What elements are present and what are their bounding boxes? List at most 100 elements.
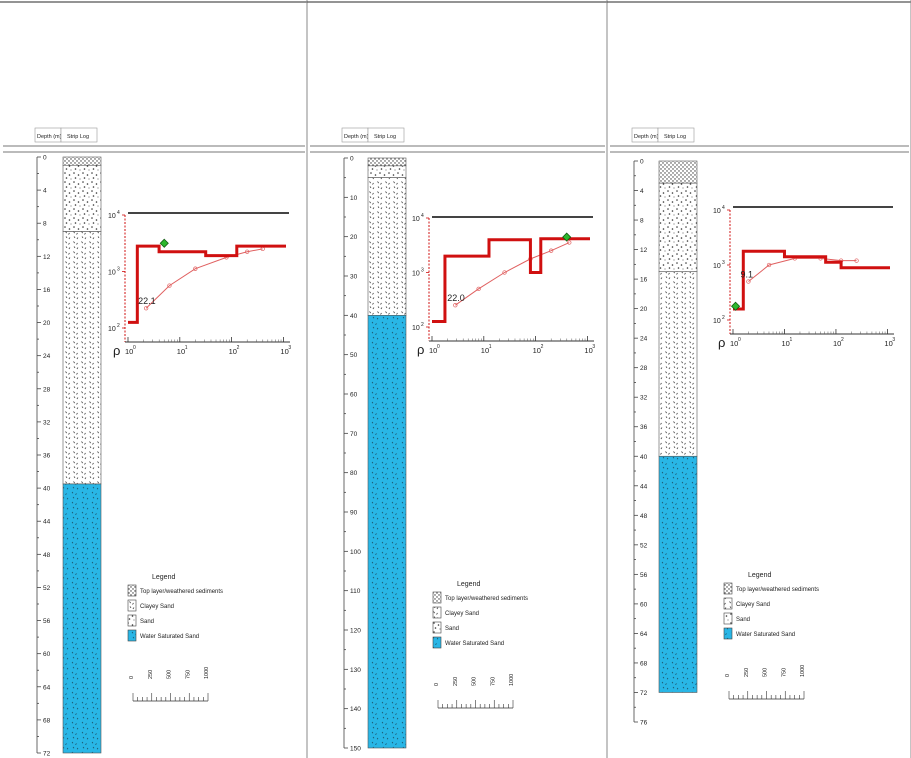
depth-tick-label: 60 — [43, 651, 51, 658]
sounding-inset: 10 0 10 1 10 2 10 310 410 310 2ρ9.1 — [713, 205, 895, 350]
fit-error-label: 9.1 — [740, 270, 753, 280]
depth-tick-label: 48 — [640, 513, 648, 520]
depth-tick-label: 40 — [43, 486, 51, 493]
depth-tick-label: 28 — [640, 365, 648, 372]
depth-tick-label: 36 — [640, 424, 648, 431]
inset-x-tick-exponent: 0 — [437, 344, 440, 350]
inset-x-tick-exponent: 3 — [592, 344, 595, 350]
inset-y-tick-label: 10 — [412, 325, 420, 332]
fit-error-label: 22.1 — [138, 296, 156, 306]
depth-tick-label: 10 — [350, 195, 358, 202]
inset-x-tick-exponent: 0 — [738, 337, 741, 343]
legend: Legend Top layer/weathered sediments Claye… — [432, 581, 528, 709]
depth-tick-label: 24 — [43, 353, 51, 360]
inset-y-tick-exponent: 4 — [722, 205, 725, 211]
inset-x-tick-exponent: 1 — [185, 345, 188, 351]
depth-tick-label: 150 — [350, 746, 361, 753]
depth-tick-label: 16 — [43, 287, 51, 294]
inset-x-tick-label: 10 — [584, 346, 592, 355]
scale-tick-label: 0 — [129, 676, 135, 679]
model-step-line — [432, 237, 590, 324]
depth-tick-label: 20 — [350, 234, 358, 241]
scale-tick-label: 1000 — [204, 667, 210, 679]
inset-x-tick-label: 10 — [125, 347, 133, 356]
observed-point — [193, 266, 198, 271]
depth-tick-label: 4 — [640, 188, 644, 195]
legend-swatch-sand — [432, 621, 442, 634]
legend-item-label: Top layer/weathered sediments — [736, 587, 819, 593]
legend-item-label: Top layer/weathered sediments — [140, 589, 223, 595]
scale-tick-label: 750 — [185, 670, 191, 679]
legend: Legend Top layer/weathered sediments Claye… — [723, 572, 819, 700]
scale-tick-label: 250 — [744, 668, 750, 677]
depth-tick-label: 52 — [43, 585, 51, 592]
fit-marker — [159, 238, 169, 248]
depth-tick-label: 110 — [350, 588, 361, 595]
inset-y-tick-label: 10 — [412, 271, 420, 278]
depth-tick-label: 56 — [640, 572, 648, 579]
inset-y-tick-exponent: 2 — [117, 323, 120, 329]
strip-log-layer-top — [367, 157, 407, 167]
depth-tick-label: 64 — [640, 631, 648, 638]
scale-tick-label: 0 — [725, 674, 731, 677]
strip-log-layer-water — [62, 483, 102, 754]
fit-error-label: 22.0 — [447, 293, 465, 303]
inset-y-tick-label: 10 — [412, 216, 420, 223]
strip-log-header: Strip Log — [374, 134, 396, 140]
depth-tick-label: 90 — [350, 510, 358, 517]
panel-1: Depth (m) Strip Log0481216202428323640444… — [0, 0, 308, 758]
legend-title: Legend — [152, 574, 175, 581]
scale-tick-label: 1000 — [509, 674, 515, 686]
depth-tick-label: 50 — [350, 352, 358, 359]
depth-tick-label: 12 — [43, 254, 51, 261]
depth-tick-label: 52 — [640, 542, 648, 549]
inset-y-tick-label: 10 — [108, 270, 116, 277]
panel-3: Depth (m) Strip Log0481216202428323640444… — [607, 0, 911, 758]
legend-swatch-clay — [127, 599, 137, 612]
depth-tick-label: 44 — [640, 483, 648, 490]
inset-x-tick-exponent: 2 — [237, 345, 240, 351]
strip-log-layer-clay — [62, 231, 102, 485]
inset-y-tick-exponent: 3 — [722, 260, 725, 266]
inset-y-tick-label: 10 — [713, 318, 721, 325]
observed-curve — [748, 257, 857, 282]
legend-item-label: Water Saturated Sand — [445, 641, 504, 647]
fit-marker — [731, 301, 741, 311]
depth-tick-label: 24 — [640, 336, 648, 343]
rho-symbol: ρ — [718, 335, 725, 350]
depth-tick-label: 12 — [640, 247, 648, 254]
depth-tick-label: 20 — [43, 320, 51, 327]
depth-header: Depth (m) — [634, 134, 659, 140]
strip-log-layer-sand — [367, 165, 407, 178]
inset-y-tick-exponent: 2 — [722, 315, 725, 321]
inset-x-tick-label: 10 — [429, 346, 437, 355]
strip-log-layer-sand — [658, 182, 698, 273]
depth-tick-label: 8 — [640, 218, 644, 225]
observed-curve — [455, 242, 570, 306]
rho-symbol: ρ — [113, 343, 120, 358]
observed-point — [502, 270, 507, 275]
legend-item-label: Clayey Sand — [736, 602, 770, 608]
model-step-line — [128, 244, 286, 324]
scale-tick-label: 500 — [763, 668, 769, 677]
observed-point — [548, 248, 554, 253]
inset-y-tick-exponent: 3 — [421, 268, 424, 274]
inset-x-tick-label: 10 — [884, 339, 892, 348]
legend-swatch-clay — [432, 606, 442, 619]
legend-swatch-sand — [723, 612, 733, 625]
observed-point — [746, 279, 751, 284]
inset-x-tick-label: 10 — [280, 347, 288, 356]
depth-tick-label: 72 — [640, 690, 648, 697]
inset-x-tick-label: 10 — [781, 339, 789, 348]
depth-tick-label: 0 — [640, 159, 644, 166]
depth-tick-label: 32 — [640, 395, 648, 402]
depth-tick-label: 40 — [640, 454, 648, 461]
legend-item-label: Water Saturated Sand — [140, 634, 199, 640]
observed-point — [244, 249, 250, 254]
strip-log-layer-top — [62, 156, 102, 166]
inset-y-tick-exponent: 4 — [421, 213, 424, 219]
depth-tick-label: 80 — [350, 470, 358, 477]
depth-tick-label: 32 — [43, 419, 51, 426]
legend-swatch-water — [127, 629, 137, 642]
